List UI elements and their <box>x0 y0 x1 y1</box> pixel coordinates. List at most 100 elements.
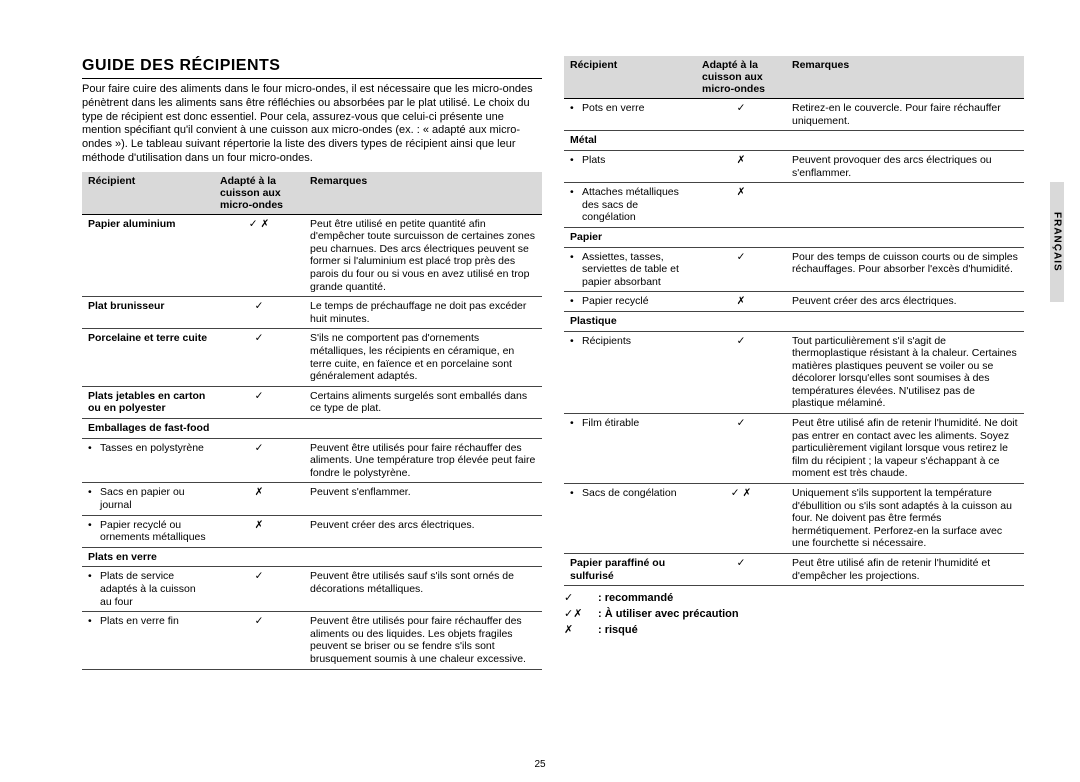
cell-remarks: Peut être utilisé en petite quantité afi… <box>304 214 542 297</box>
th-adapted-r: Adapté à la cuisson aux micro-ondes <box>696 56 786 99</box>
table-row: •Sacs en papier ou journal✗Peuvent s'enf… <box>82 483 542 515</box>
table-row: •Film étirable✓Peut être utilisé afin de… <box>564 414 1024 484</box>
th-recipient-r: Récipient <box>564 56 696 99</box>
legend: ✓: recommandé✓✗: À utiliser avec précaut… <box>564 592 1024 637</box>
language-tab: FRANÇAIS <box>1050 182 1064 302</box>
legend-row: ✗: risqué <box>564 624 1024 638</box>
cell-remarks <box>786 183 1024 228</box>
cell-remarks: Tout particulièrement s'il s'agit de the… <box>786 331 1024 414</box>
legend-text: : recommandé <box>598 592 673 606</box>
cell-remarks: Uniquement s'ils supportent la températu… <box>786 484 1024 554</box>
section-header: Plats en verre <box>82 547 542 567</box>
cell-mark: ✓ <box>696 554 786 586</box>
table-row: Porcelaine et terre cuite✓S'ils ne compo… <box>82 329 542 386</box>
cell-remarks: Peuvent être utilisés pour faire réchauf… <box>304 612 542 669</box>
cell-recipient: •Récipients <box>564 331 696 414</box>
cell-recipient: •Plats en verre fin <box>82 612 214 669</box>
table-row: Papier paraffiné ou sulfurisé✓Peut être … <box>564 554 1024 586</box>
table-row: •Attaches métalliques des sacs de congél… <box>564 183 1024 228</box>
cell-mark: ✓ <box>696 331 786 414</box>
legend-text: : risqué <box>598 624 638 638</box>
table-row: Plats en verre <box>82 547 542 567</box>
cell-remarks: Peut être utilisé afin de retenir l'humi… <box>786 414 1024 484</box>
table-row: •Récipients✓Tout particulièrement s'il s… <box>564 331 1024 414</box>
cell-mark: ✓ ✗ <box>214 214 304 297</box>
legend-row: ✓: recommandé <box>564 592 1024 606</box>
table-row: Papier aluminium✓ ✗Peut être utilisé en … <box>82 214 542 297</box>
section-header: Emballages de fast-food <box>82 419 542 439</box>
cell-recipient: Papier paraffiné ou sulfurisé <box>564 554 696 586</box>
cell-mark: ✓ ✗ <box>696 484 786 554</box>
cell-remarks: Retirez-en le couvercle. Pour faire réch… <box>786 99 1024 131</box>
cell-recipient: •Pots en verre <box>564 99 696 131</box>
left-column: GUIDE DES RÉCIPIENTS Pour faire cuire de… <box>82 56 542 670</box>
cell-recipient: Plats jetables en carton ou en polyester <box>82 386 214 418</box>
cell-mark: ✓ <box>214 438 304 483</box>
cell-recipient: •Plats <box>564 150 696 182</box>
th-remarks-r: Remarques <box>786 56 1024 99</box>
table-row: •Papier recyclé✗Peuvent créer des arcs é… <box>564 292 1024 312</box>
cell-remarks: Peut être utilisé afin de retenir l'humi… <box>786 554 1024 586</box>
cell-mark: ✓ <box>696 247 786 292</box>
cell-mark: ✗ <box>214 515 304 547</box>
legend-row: ✓✗: À utiliser avec précaution <box>564 608 1024 622</box>
cell-mark: ✗ <box>696 150 786 182</box>
cell-mark: ✓ <box>214 567 304 612</box>
cell-remarks: S'ils ne comportent pas d'ornements méta… <box>304 329 542 386</box>
cell-mark: ✓ <box>214 297 304 329</box>
table-row: Plats jetables en carton ou en polyester… <box>82 386 542 418</box>
cell-recipient: •Assiettes, tasses, serviettes de table … <box>564 247 696 292</box>
intro-paragraph: Pour faire cuire des aliments dans le fo… <box>82 83 542 166</box>
legend-symbol: ✗ <box>564 624 598 638</box>
cell-mark: ✓ <box>696 99 786 131</box>
table-row: •Tasses en polystyrène✓Peuvent être util… <box>82 438 542 483</box>
th-recipient: Récipient <box>82 172 214 215</box>
table-row: •Plats✗Peuvent provoquer des arcs électr… <box>564 150 1024 182</box>
table-row: •Papier recyclé ou ornements métalliques… <box>82 515 542 547</box>
table-left: Récipient Adapté à la cuisson aux micro-… <box>82 172 542 670</box>
table-row: Emballages de fast-food <box>82 419 542 439</box>
cell-remarks: Peuvent s'enflammer. <box>304 483 542 515</box>
legend-symbol: ✓✗ <box>564 608 598 622</box>
section-header: Papier <box>564 227 1024 247</box>
section-header: Métal <box>564 131 1024 151</box>
cell-recipient: Papier aluminium <box>82 214 214 297</box>
cell-remarks: Pour des temps de cuisson courts ou de s… <box>786 247 1024 292</box>
table-row: •Plats en verre fin✓Peuvent être utilisé… <box>82 612 542 669</box>
cell-recipient: •Sacs en papier ou journal <box>82 483 214 515</box>
cell-mark: ✓ <box>214 612 304 669</box>
cell-recipient: •Sacs de congélation <box>564 484 696 554</box>
cell-recipient: •Papier recyclé <box>564 292 696 312</box>
table-right: Récipient Adapté à la cuisson aux micro-… <box>564 56 1024 586</box>
two-columns: GUIDE DES RÉCIPIENTS Pour faire cuire de… <box>82 56 1028 670</box>
cell-mark: ✓ <box>696 414 786 484</box>
table-row: Papier <box>564 227 1024 247</box>
cell-mark: ✓ <box>214 386 304 418</box>
table-row: •Assiettes, tasses, serviettes de table … <box>564 247 1024 292</box>
cell-mark: ✓ <box>214 329 304 386</box>
cell-mark: ✗ <box>696 292 786 312</box>
cell-mark: ✗ <box>696 183 786 228</box>
legend-symbol: ✓ <box>564 592 598 606</box>
th-remarks: Remarques <box>304 172 542 215</box>
cell-remarks: Peuvent être utilisés sauf s'ils sont or… <box>304 567 542 612</box>
table-row: Plat brunisseur✓Le temps de préchauffage… <box>82 297 542 329</box>
page-title: GUIDE DES RÉCIPIENTS <box>82 56 542 79</box>
section-header: Plastique <box>564 311 1024 331</box>
cell-recipient: •Film étirable <box>564 414 696 484</box>
cell-mark: ✗ <box>214 483 304 515</box>
cell-remarks: Peuvent être utilisés pour faire réchauf… <box>304 438 542 483</box>
cell-recipient: •Papier recyclé ou ornements métalliques <box>82 515 214 547</box>
cell-recipient: Plat brunisseur <box>82 297 214 329</box>
cell-recipient: •Plats de service adaptés à la cuisson a… <box>82 567 214 612</box>
table-row: Plastique <box>564 311 1024 331</box>
right-column: Récipient Adapté à la cuisson aux micro-… <box>564 56 1024 670</box>
page-number: 25 <box>0 759 1080 770</box>
cell-remarks: Certains aliments surgelés sont emballés… <box>304 386 542 418</box>
table-row: Métal <box>564 131 1024 151</box>
legend-text: : À utiliser avec précaution <box>598 608 739 622</box>
table-row: •Pots en verre✓Retirez-en le couvercle. … <box>564 99 1024 131</box>
table-row: •Sacs de congélation✓ ✗Uniquement s'ils … <box>564 484 1024 554</box>
cell-remarks: Peuvent créer des arcs électriques. <box>786 292 1024 312</box>
page: GUIDE DES RÉCIPIENTS Pour faire cuire de… <box>0 0 1080 782</box>
